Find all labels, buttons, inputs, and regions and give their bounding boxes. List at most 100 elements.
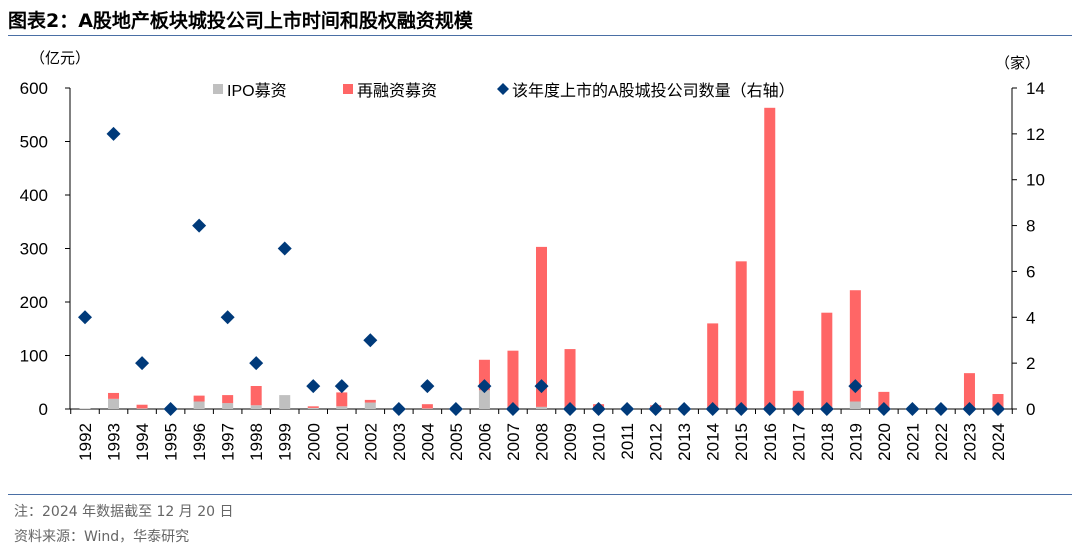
- count-marker: [791, 402, 806, 416]
- count-marker: [277, 241, 292, 256]
- count-marker: [106, 126, 121, 141]
- x-tick-label: 2015: [732, 423, 751, 461]
- x-tick-label: 2005: [447, 423, 466, 461]
- count-marker: [563, 402, 578, 416]
- count-marker: [905, 402, 920, 416]
- bar-refinancing: [250, 385, 262, 406]
- count-marker: [705, 402, 720, 416]
- count-marker: [306, 379, 321, 394]
- bar-refinancing: [507, 350, 519, 409]
- right-axis-label: （家）: [995, 55, 1040, 72]
- right-tick-label: 8: [1026, 217, 1035, 236]
- x-tick-label: 2018: [818, 423, 837, 461]
- bar-refinancing: [735, 261, 747, 409]
- bar-ipo: [279, 395, 291, 409]
- x-tick-label: 2003: [390, 423, 409, 461]
- x-tick-label: 2011: [618, 423, 637, 460]
- left-tick-label: 100: [20, 347, 48, 366]
- right-tick-label: 12: [1026, 125, 1045, 144]
- bar-refinancing: [136, 404, 148, 409]
- bar-refinancing: [792, 390, 804, 409]
- count-marker: [477, 379, 492, 394]
- count-marker: [591, 402, 606, 416]
- x-tick-label: 2002: [361, 423, 380, 461]
- x-tick-label: 2016: [761, 423, 780, 461]
- legend-label: 再融资募资: [357, 82, 437, 100]
- count-marker: [135, 356, 150, 371]
- x-tick-label: 2006: [475, 423, 494, 461]
- left-tick-label: 500: [20, 133, 48, 152]
- bar-ipo: [536, 406, 547, 409]
- count-marker: [648, 402, 663, 416]
- bar-refinancing: [364, 399, 376, 403]
- bar-ipo: [79, 408, 91, 409]
- x-tick-label: 2007: [504, 423, 523, 461]
- left-tick-label: 0: [39, 400, 48, 419]
- bar-refinancing: [307, 406, 319, 408]
- bar-refinancing: [707, 323, 719, 409]
- x-tick-label: 2012: [647, 423, 666, 461]
- count-marker: [734, 402, 749, 416]
- count-marker: [962, 402, 977, 416]
- right-tick-label: 6: [1026, 262, 1035, 281]
- bar-refinancing: [421, 404, 433, 409]
- right-tick-label: 10: [1026, 171, 1045, 190]
- x-tick-label: 2000: [304, 423, 323, 461]
- x-tick-label: 1994: [133, 423, 152, 461]
- bar-refinancing: [963, 373, 975, 409]
- x-tick-label: 2010: [590, 423, 609, 461]
- left-tick-label: 300: [20, 240, 48, 259]
- bar-refinancing: [849, 290, 861, 402]
- footer-divider: [8, 494, 1072, 495]
- count-marker: [220, 310, 235, 325]
- title-divider: [8, 35, 1072, 36]
- chart: 0 100 200 300 400 500 600 0 2 4 6 8 10 12 14 （亿元） （家） 199…: [20, 50, 1045, 461]
- right-tick-label: 14: [1026, 79, 1045, 98]
- count-marker: [78, 310, 92, 325]
- legend-swatch: [497, 83, 509, 95]
- count-marker: [192, 218, 207, 233]
- left-tick-label: 600: [20, 79, 48, 98]
- x-tick-label: 2023: [960, 423, 979, 461]
- right-tick-label: 2: [1026, 354, 1035, 373]
- bar-ipo: [108, 398, 120, 409]
- count-marker: [819, 402, 834, 416]
- bar-refinancing: [478, 359, 490, 391]
- bar-refinancing: [193, 395, 205, 402]
- x-tick-label: 2009: [561, 423, 580, 461]
- count-marker: [391, 402, 406, 416]
- x-tick-label: 2020: [875, 423, 894, 461]
- x-tick-label: 2008: [533, 423, 552, 461]
- count-marker: [677, 402, 692, 416]
- count-marker: [991, 402, 1005, 416]
- count-marker: [848, 379, 863, 394]
- x-tick-label: 2017: [789, 423, 808, 461]
- count-marker: [334, 379, 349, 394]
- count-marker: [933, 402, 948, 416]
- count-marker: [420, 379, 435, 394]
- left-tick-label: 200: [20, 293, 48, 312]
- x-tick-label: 1997: [219, 423, 238, 461]
- right-tick-label: 0: [1026, 400, 1035, 419]
- footnote: 注：2024 年数据截至 12 月 20 日: [14, 504, 234, 520]
- bar-ipo: [336, 406, 348, 409]
- x-tick-label: 1996: [190, 423, 209, 461]
- bar-ipo: [421, 408, 433, 409]
- left-axis-label: （亿元）: [30, 50, 90, 67]
- bar-ipo: [136, 408, 148, 409]
- legend-swatch: [343, 84, 353, 94]
- bar-ipo: [307, 407, 319, 409]
- legend-swatch: [213, 84, 223, 94]
- x-tick-label: 1998: [247, 423, 266, 461]
- x-tick-label: 2014: [704, 423, 723, 461]
- count-marker: [620, 402, 635, 416]
- source-note: 资料来源：Wind，华泰研究: [14, 529, 190, 545]
- right-tick-label: 4: [1026, 308, 1035, 327]
- count-marker: [163, 402, 178, 416]
- bar-refinancing: [878, 391, 890, 409]
- bar-ipo: [364, 402, 376, 409]
- count-marker: [448, 402, 463, 416]
- x-tick-label: 2013: [675, 423, 694, 461]
- count-marker: [762, 402, 777, 416]
